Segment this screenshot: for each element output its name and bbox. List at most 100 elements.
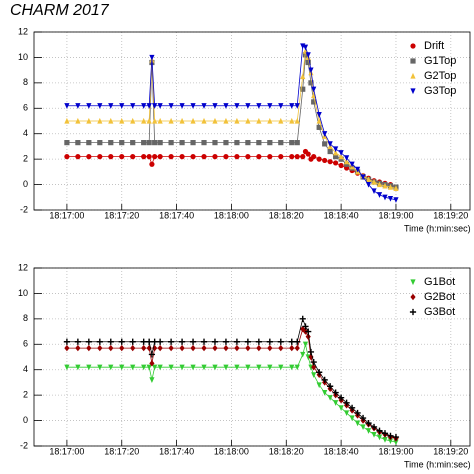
data-point xyxy=(86,140,92,146)
data-point xyxy=(294,154,300,160)
data-point xyxy=(157,154,163,160)
data-point xyxy=(64,364,70,371)
data-point xyxy=(108,154,114,160)
data-point xyxy=(354,409,361,417)
data-point xyxy=(338,150,344,156)
data-point xyxy=(179,103,185,109)
data-point xyxy=(149,161,155,167)
data-point xyxy=(64,117,70,124)
data-point xyxy=(223,103,229,109)
data-point xyxy=(234,140,240,146)
data-point xyxy=(212,154,218,160)
data-point xyxy=(129,338,136,345)
data-point xyxy=(244,338,251,345)
data-point xyxy=(305,59,311,66)
data-point xyxy=(168,364,174,371)
data-point xyxy=(74,338,81,345)
legend-marker xyxy=(410,72,416,79)
x-tick-label: 18:17:40 xyxy=(159,446,194,456)
data-point xyxy=(179,117,185,124)
data-point xyxy=(344,158,350,165)
data-point xyxy=(321,376,328,383)
data-point xyxy=(278,344,284,352)
data-point xyxy=(200,338,208,345)
data-point xyxy=(382,182,388,189)
data-point xyxy=(311,86,317,93)
data-point xyxy=(108,140,114,146)
data-point xyxy=(86,344,92,352)
data-point xyxy=(245,117,251,124)
data-point xyxy=(316,112,322,118)
data-point xyxy=(305,52,311,58)
y-tick-label: 0 xyxy=(23,415,28,425)
data-point xyxy=(393,439,399,446)
data-point xyxy=(278,364,284,371)
data-point xyxy=(119,344,125,352)
data-point xyxy=(387,438,394,445)
data-point xyxy=(190,103,196,109)
data-point xyxy=(223,117,229,124)
x-tick-label: 18:17:00 xyxy=(49,210,84,220)
legend-marker xyxy=(410,293,416,301)
data-point xyxy=(371,431,377,438)
data-point xyxy=(387,184,394,190)
data-point xyxy=(256,117,262,124)
data-point xyxy=(75,364,81,371)
data-point xyxy=(322,141,328,147)
data-point xyxy=(212,117,218,124)
data-point xyxy=(168,140,174,146)
legend-label: Drift xyxy=(424,40,444,52)
data-point xyxy=(64,154,70,160)
x-tick-label: 18:17:20 xyxy=(104,210,139,220)
data-point xyxy=(333,400,339,406)
legend-marker xyxy=(410,43,416,49)
data-point xyxy=(151,338,158,345)
legend-marker xyxy=(410,58,416,64)
data-point xyxy=(333,160,339,166)
data-point xyxy=(130,117,136,124)
data-point xyxy=(157,338,164,345)
data-point xyxy=(371,188,377,195)
data-point xyxy=(302,52,309,58)
data-point xyxy=(152,117,158,124)
legend-label: G2Top xyxy=(424,70,456,82)
data-point xyxy=(234,117,240,124)
data-point xyxy=(256,344,262,352)
data-point xyxy=(97,364,103,371)
data-point xyxy=(387,195,394,202)
data-point xyxy=(365,176,372,183)
chart-title: CHARM 2017 xyxy=(10,2,110,19)
data-point xyxy=(316,382,322,389)
data-point xyxy=(393,185,399,191)
data-point xyxy=(130,154,136,160)
data-point xyxy=(371,178,377,185)
y-tick-label: -2 xyxy=(20,204,28,214)
data-point xyxy=(212,364,218,371)
y-tick-label: 2 xyxy=(23,390,28,400)
data-point xyxy=(316,156,322,162)
data-point xyxy=(387,432,394,439)
data-point xyxy=(201,140,207,146)
legend-label: G1Top xyxy=(424,55,456,67)
data-point xyxy=(97,344,103,352)
data-point xyxy=(308,80,314,86)
data-point xyxy=(294,338,301,345)
data-point xyxy=(141,103,147,109)
data-point xyxy=(308,353,314,361)
data-point xyxy=(333,149,339,156)
data-point xyxy=(365,420,372,427)
data-point xyxy=(302,323,309,330)
data-point xyxy=(322,390,328,396)
data-point xyxy=(130,103,136,109)
plot-frame xyxy=(33,267,471,447)
data-point xyxy=(354,420,361,427)
data-point xyxy=(96,338,103,345)
data-point xyxy=(64,103,70,109)
data-point xyxy=(245,103,251,109)
data-point xyxy=(107,338,114,345)
data-point xyxy=(245,364,251,371)
data-point xyxy=(179,140,185,146)
data-point xyxy=(201,364,207,371)
data-point xyxy=(310,358,317,366)
data-point xyxy=(119,140,125,146)
